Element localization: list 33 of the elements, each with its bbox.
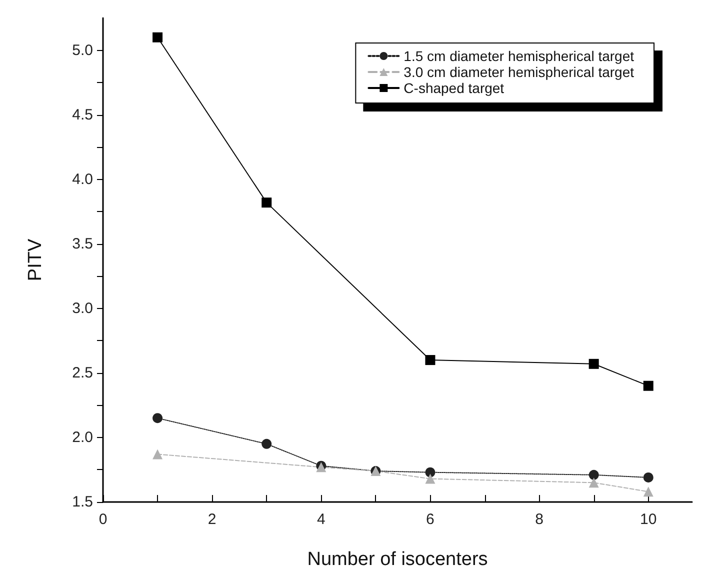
y-axis-title: PITV	[25, 238, 46, 282]
point	[425, 474, 436, 484]
point	[425, 467, 436, 478]
point	[152, 413, 163, 424]
x-tick-label: 0	[98, 511, 108, 528]
point	[262, 198, 272, 208]
x-tick-label: 6	[426, 511, 434, 528]
point	[262, 438, 272, 449]
legend-label: 3.0 cm diameter hemispherical target	[404, 64, 634, 80]
legend-label: C-shaped target	[404, 80, 504, 96]
point	[425, 355, 436, 366]
y-tick-label: 4.0	[72, 170, 93, 188]
point	[152, 32, 163, 42]
x-tick-label: 10	[640, 511, 657, 528]
point	[152, 449, 163, 460]
point	[643, 472, 654, 482]
y-tick-label: 1.5	[72, 494, 93, 510]
point	[588, 358, 599, 369]
y-tick-label: 3.0	[72, 300, 93, 317]
point	[588, 478, 599, 488]
x-tick-label: 2	[208, 511, 216, 528]
x-axis-title: Number of isocenters	[307, 549, 488, 570]
point	[643, 380, 654, 391]
y-tick-label: 2.5	[72, 364, 93, 382]
legend-label: 1.5 cm diameter hemispherical target	[404, 48, 634, 64]
y-tick-label: 4.5	[72, 106, 93, 124]
point	[588, 470, 599, 480]
x-tick-label: 8	[535, 511, 544, 528]
y-tick-label: 3.5	[72, 235, 93, 252]
x-tick-label: 4	[316, 511, 326, 528]
point	[643, 486, 654, 497]
y-tick-label: 5.0	[72, 42, 93, 59]
y-tick-label: 2.0	[72, 428, 93, 446]
